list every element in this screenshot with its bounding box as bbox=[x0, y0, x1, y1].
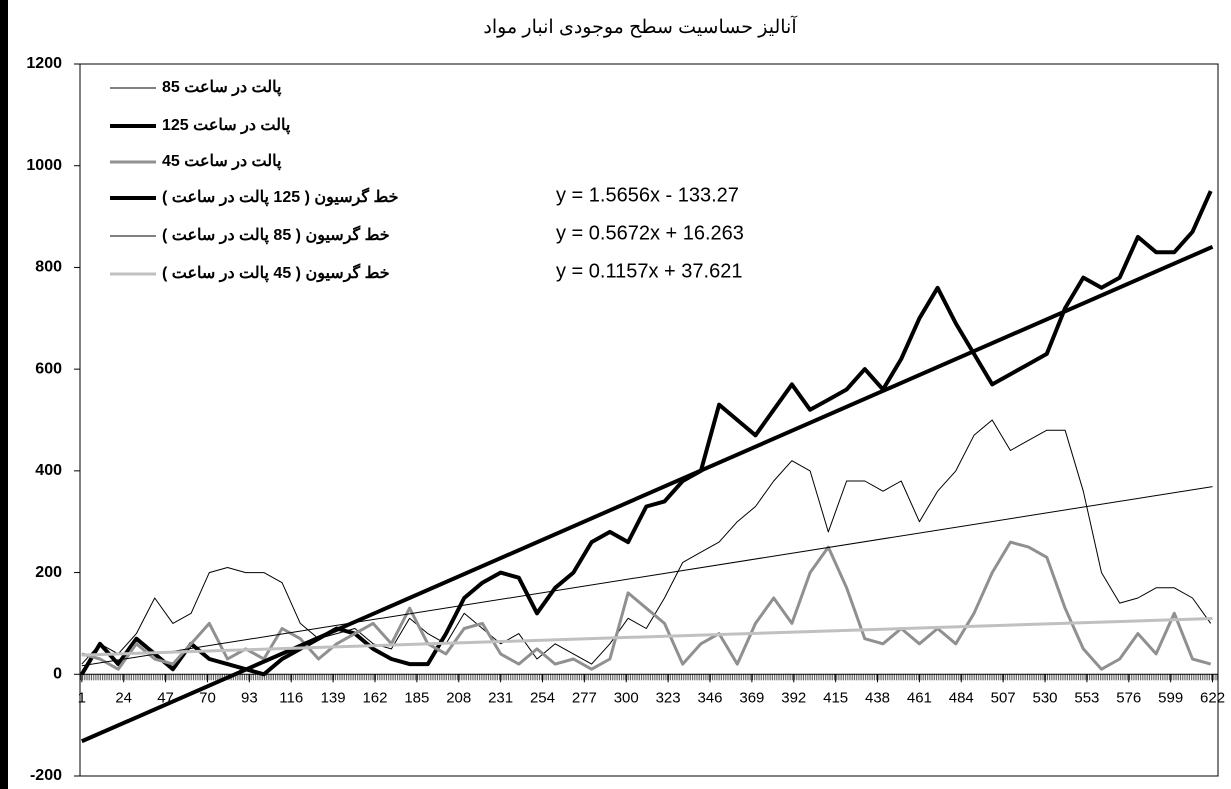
x-tick-label: 185 bbox=[404, 689, 429, 706]
x-tick-label: 24 bbox=[115, 689, 132, 706]
plot-frame bbox=[79, 63, 1219, 777]
legend-label: خط گرسیون ( 85 پالت در ساعت ) bbox=[162, 225, 390, 245]
series-layer bbox=[80, 190, 1214, 744]
trend-line bbox=[81, 244, 1214, 744]
legend-label: خط گرسیون ( 125 پالت در ساعت ) bbox=[162, 187, 399, 207]
y-tick-label: 800 bbox=[35, 259, 62, 276]
legend-label: خط گرسیون ( 45 پالت در ساعت ) bbox=[162, 263, 390, 283]
x-tick-label: 162 bbox=[362, 689, 387, 706]
x-tick-label: 530 bbox=[1033, 689, 1058, 706]
legend-label: پالت در ساعت 85 bbox=[162, 79, 282, 97]
trend-equation: y = 1.5656x - 133.27 bbox=[556, 184, 739, 206]
chart-title: آنالیز حساسیت سطح موجودی انبار مواد bbox=[483, 15, 797, 38]
minor-ticks bbox=[80, 674, 1218, 681]
x-tick-label: 369 bbox=[739, 689, 764, 706]
series-line bbox=[81, 419, 1212, 665]
x-tick-label: 208 bbox=[446, 689, 471, 706]
x-tick-label: 507 bbox=[991, 689, 1016, 706]
x-tick-label: 461 bbox=[907, 689, 932, 706]
trend-line bbox=[81, 486, 1213, 667]
x-tick-label: 1 bbox=[78, 689, 86, 706]
x-tick-label: 139 bbox=[321, 689, 346, 706]
x-tick-label: 70 bbox=[199, 689, 216, 706]
x-tick-label: 254 bbox=[530, 689, 555, 706]
x-tick-label: 622 bbox=[1200, 689, 1225, 706]
y-tick-label: 0 bbox=[53, 666, 62, 683]
legend-label: پالت در ساعت 125 bbox=[162, 117, 291, 135]
x-tick-label: 346 bbox=[697, 689, 722, 706]
x-tick-label: 323 bbox=[656, 689, 681, 706]
y-tick-label: -200 bbox=[30, 767, 62, 784]
x-tick-label: 231 bbox=[488, 689, 513, 706]
trend-equation: y = 0.1157x + 37.621 bbox=[556, 260, 742, 282]
trend-equation: y = 0.5672x + 16.263 bbox=[556, 222, 744, 244]
y-tick-label: 400 bbox=[35, 462, 62, 479]
legend-label: پالت در ساعت 45 bbox=[162, 153, 282, 171]
y-tick-label: 1200 bbox=[26, 55, 62, 72]
y-tick-label: 200 bbox=[35, 564, 62, 581]
x-tick-label: 392 bbox=[781, 689, 806, 706]
x-tick-label: 277 bbox=[572, 689, 597, 706]
y-tick-label: 1000 bbox=[26, 157, 62, 174]
x-tick-label: 438 bbox=[865, 689, 890, 706]
x-tick-label: 300 bbox=[614, 689, 639, 706]
x-tick-label: 576 bbox=[1116, 689, 1141, 706]
x-tick-label: 93 bbox=[241, 689, 258, 706]
x-tick-label: 116 bbox=[279, 689, 303, 706]
y-tick-label: 600 bbox=[35, 360, 62, 377]
x-tick-label: 599 bbox=[1158, 689, 1183, 706]
x-tick-label: 553 bbox=[1074, 689, 1099, 706]
series-line bbox=[80, 190, 1213, 677]
trend-line bbox=[81, 617, 1213, 657]
left-edge bbox=[0, 0, 8, 789]
x-tick-label: 415 bbox=[823, 689, 848, 706]
x-tick-label: 484 bbox=[949, 689, 974, 706]
